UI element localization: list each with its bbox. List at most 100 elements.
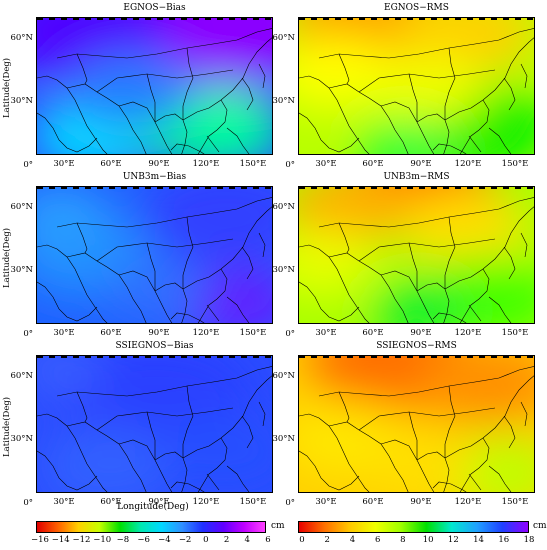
bias-colorbar-tick: −16 xyxy=(31,535,49,545)
country-border xyxy=(226,465,250,492)
frame-tick xyxy=(431,323,437,324)
frame-tick xyxy=(383,154,389,155)
frame-tick xyxy=(169,154,175,155)
frame-tick xyxy=(217,187,223,189)
frame-tick xyxy=(419,18,425,20)
frame-tick xyxy=(265,492,271,493)
frame-tick xyxy=(157,492,163,493)
frame-tick xyxy=(253,323,259,324)
frame-tick xyxy=(383,356,389,358)
field-blob xyxy=(155,411,272,492)
frame-tick xyxy=(253,154,259,155)
country-border xyxy=(358,69,496,93)
country-border xyxy=(468,304,482,322)
frame-tick xyxy=(133,18,139,20)
country-border xyxy=(197,437,228,492)
frame-tick xyxy=(49,323,55,324)
frame-tick xyxy=(407,323,413,324)
country-border xyxy=(170,312,205,323)
frame-tick xyxy=(205,492,211,493)
lon-tick-label: 150°E xyxy=(239,328,267,338)
bias-colorbar-tick: −8 xyxy=(116,535,130,545)
map-panel-rms-2: UNB3m−RMS 60°N 30°N 0° 30°E 60°E 90°E 120°E 150°… xyxy=(272,172,535,339)
frame-tick xyxy=(37,187,43,189)
frame-tick xyxy=(109,18,115,20)
map-panel-rms-1: EGNOS−RMS 60°N 30°N 0° 30°E 60°E 90°E 120°E 150°… xyxy=(272,3,535,170)
map-panel-bias-2: UNB3m−Bias 60°N 30°N 0° 30°E 60°E 90°E 120°E 150… xyxy=(10,172,273,339)
frame-tick xyxy=(145,492,151,493)
map-field xyxy=(36,17,273,155)
country-border xyxy=(318,197,534,228)
frame-tick xyxy=(383,187,389,189)
frame-tick xyxy=(73,323,79,324)
rms-colorbar-tick: 6 xyxy=(374,535,381,545)
frame-tick xyxy=(193,323,199,324)
frame-tick xyxy=(61,154,67,155)
frame-tick xyxy=(49,492,55,493)
country-border xyxy=(338,53,350,85)
rms-colorbar-tick: 14 xyxy=(473,535,484,545)
frame-tick xyxy=(253,356,259,358)
country-border xyxy=(299,413,370,492)
lon-tick-label: 60°E xyxy=(362,497,384,507)
frame-tick xyxy=(371,323,377,324)
frame-tick xyxy=(347,323,353,324)
frame-tick xyxy=(311,356,317,358)
country-border xyxy=(459,99,490,154)
frame-tick xyxy=(443,323,449,324)
frame-tick xyxy=(193,154,199,155)
country-border xyxy=(488,127,512,154)
country-border xyxy=(241,415,254,449)
frame-tick xyxy=(395,492,401,493)
frame-tick xyxy=(61,492,67,493)
country-border xyxy=(56,197,272,228)
lon-tick-label: 90°E xyxy=(148,497,170,507)
country-border xyxy=(56,366,272,397)
frame-tick xyxy=(323,18,329,20)
lon-tick-label: 30°E xyxy=(315,328,337,338)
country-border xyxy=(503,246,516,280)
frame-tick xyxy=(359,187,365,189)
country-border xyxy=(182,206,272,290)
frame-tick xyxy=(479,323,485,324)
frame-tick xyxy=(395,154,401,155)
frame-tick xyxy=(515,154,521,155)
frame-tick xyxy=(347,18,353,20)
lat-tick-label: 30°N xyxy=(272,96,295,106)
country-border xyxy=(37,75,108,154)
frame-tick xyxy=(145,18,151,20)
bias-colorbar-tick: −4 xyxy=(158,535,171,545)
frame-tick xyxy=(467,492,473,493)
frame-tick xyxy=(467,18,473,20)
frame-tick xyxy=(265,18,271,20)
frame-tick xyxy=(193,187,199,189)
frame-tick xyxy=(241,323,247,324)
frame-tick xyxy=(491,18,497,20)
frame-tick xyxy=(181,492,187,493)
frame-tick xyxy=(467,356,473,358)
frame-tick xyxy=(49,187,55,189)
frame-tick xyxy=(205,154,211,155)
frame-tick xyxy=(371,356,377,358)
frame-tick xyxy=(347,187,353,189)
frame-tick xyxy=(133,154,139,155)
rms-colorbar-tick: 0 xyxy=(299,535,305,545)
country-border xyxy=(146,73,156,122)
bias-colorbar-tick: 0 xyxy=(203,535,209,545)
frame-tick xyxy=(383,323,389,324)
frame-tick xyxy=(61,187,67,189)
country-border xyxy=(432,312,467,323)
lat-tick-label: 60°N xyxy=(10,202,33,212)
lon-tick-label: 120°E xyxy=(454,328,482,338)
country-border xyxy=(444,385,456,458)
frame-tick xyxy=(407,187,413,189)
frame-tick xyxy=(73,18,79,20)
country-border xyxy=(520,401,528,427)
frame-tick xyxy=(323,154,329,155)
frame-tick xyxy=(229,356,235,358)
x-axis-label-left: Longitude(Deg) xyxy=(117,502,189,512)
frame-tick xyxy=(347,154,353,155)
bias-colorbar-tick: −12 xyxy=(72,535,91,545)
country-border xyxy=(170,143,205,154)
field-blob xyxy=(37,187,111,244)
